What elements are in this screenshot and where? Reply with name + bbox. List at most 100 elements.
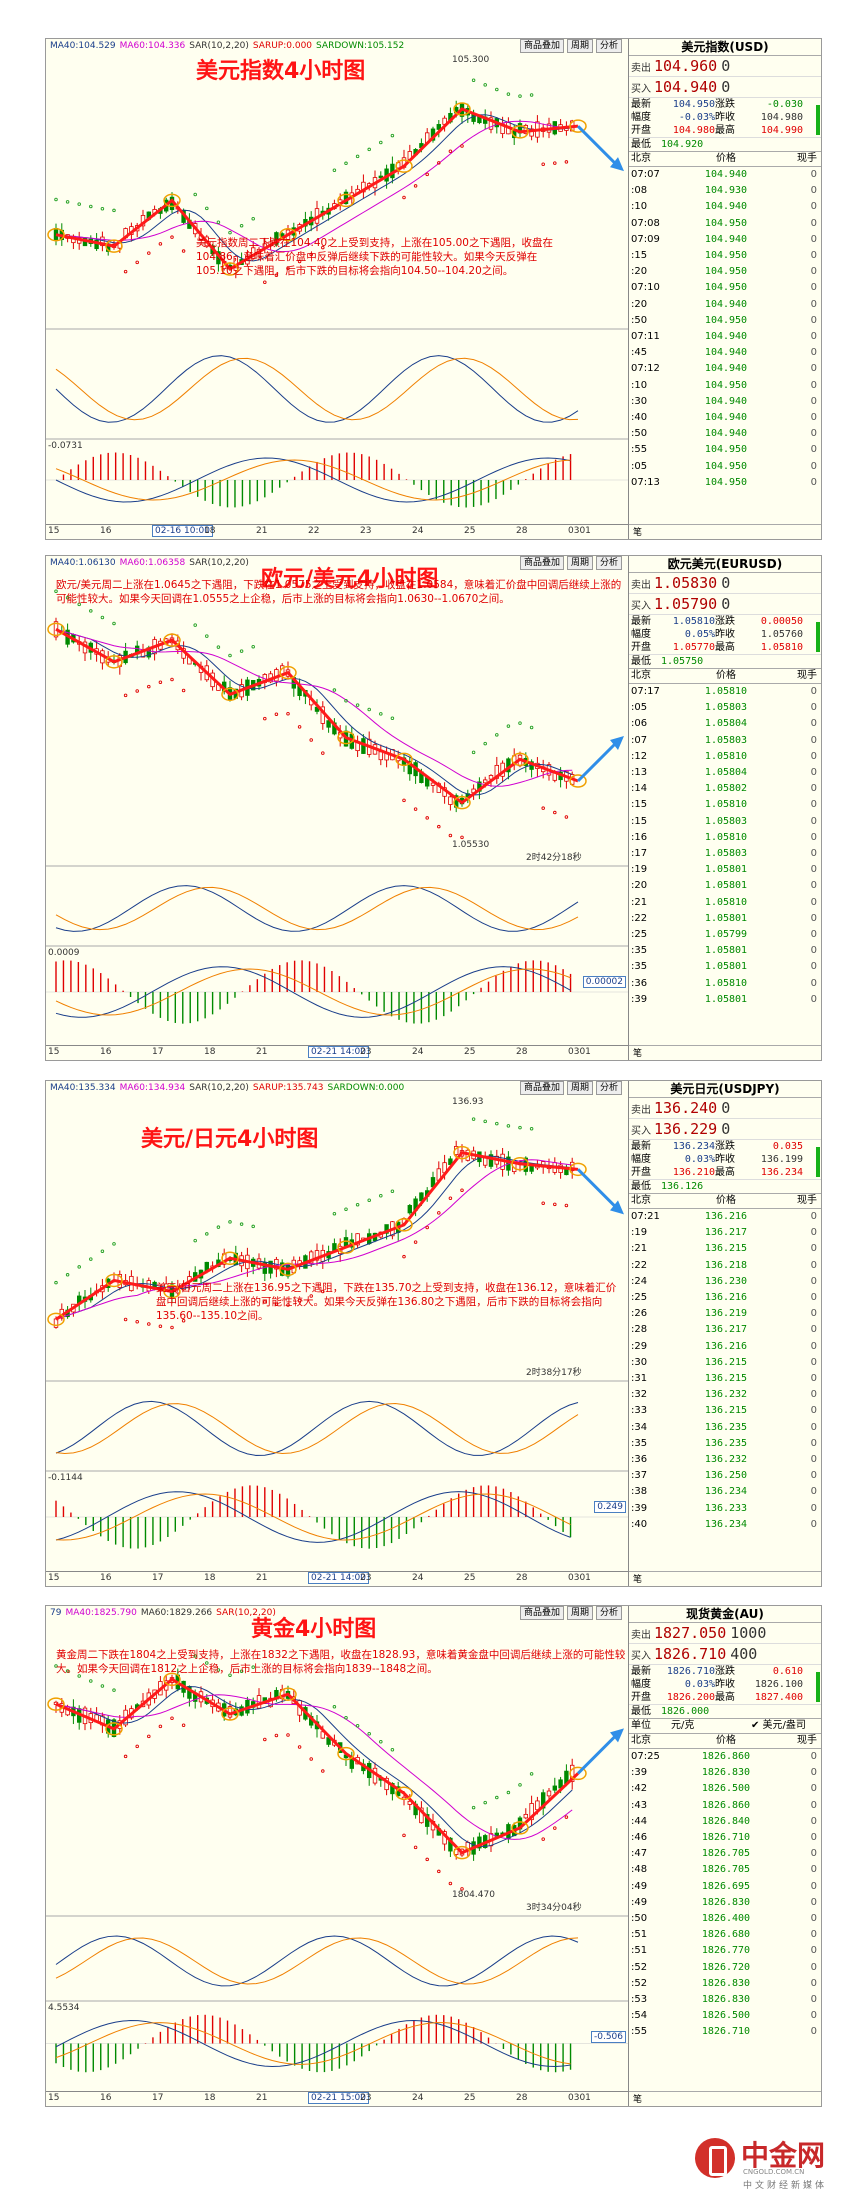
tick-time: :15 bbox=[631, 799, 648, 811]
sar-dot bbox=[309, 1294, 313, 1298]
stat-cell: 1826.100 bbox=[754, 1679, 803, 1690]
tick-volume: 0 bbox=[810, 767, 817, 779]
tick-row: :42 1826.500 0 bbox=[629, 1781, 821, 1797]
tick-volume: 0 bbox=[810, 961, 817, 973]
toolbar-button[interactable]: 周期 bbox=[566, 1606, 593, 1620]
chart-svg bbox=[46, 78, 628, 508]
low-row: 最低 1826.000 bbox=[629, 1705, 821, 1719]
oscillator-d bbox=[55, 886, 579, 931]
scrollbar-thumb[interactable] bbox=[816, 1147, 820, 1177]
sar-dot bbox=[495, 87, 499, 92]
scrollbar-thumb[interactable] bbox=[816, 1672, 820, 1702]
axis-tick-label: 17 bbox=[152, 1047, 164, 1057]
toolbar-button[interactable]: 周期 bbox=[566, 556, 593, 570]
sell-label: 卖出 bbox=[631, 580, 651, 591]
indicator-label: MA40:1825.790 bbox=[65, 1608, 137, 1618]
tick-time: :40 bbox=[631, 1518, 648, 1530]
toolbar-button[interactable]: 周期 bbox=[566, 1081, 593, 1095]
pivot-circle bbox=[163, 1284, 181, 1299]
axis-tick-label: 16 bbox=[100, 1573, 112, 1583]
toolbar-button[interactable]: 商品叠加 bbox=[519, 1081, 564, 1095]
sar-dot bbox=[123, 693, 128, 698]
toolbar-button[interactable]: 分析 bbox=[595, 556, 622, 570]
tick-volume: 0 bbox=[810, 1961, 817, 1973]
sar-dot bbox=[367, 707, 371, 712]
toolbar-button[interactable]: 商品叠加 bbox=[519, 39, 564, 53]
tick-row: :16 1.05810 0 bbox=[629, 830, 821, 846]
ticks-header-cell: 北京 bbox=[631, 1195, 651, 1206]
ticks-header-cell: 现手 bbox=[797, 1735, 817, 1746]
tick-time: :49 bbox=[631, 1880, 648, 1892]
ticks-header-cell: 北京 bbox=[631, 670, 651, 681]
sar-dot bbox=[553, 1202, 557, 1207]
tick-row: :10 104.950 0 bbox=[629, 378, 821, 394]
sar-dot bbox=[355, 1723, 360, 1728]
tick-time: :08 bbox=[631, 185, 648, 197]
toolbar-button[interactable]: 商品叠加 bbox=[519, 556, 564, 570]
tick-row: :32 136.232 0 bbox=[629, 1387, 821, 1403]
oscillator-k bbox=[55, 885, 579, 932]
tick-volume: 0 bbox=[810, 1913, 817, 1925]
tick-volume: 0 bbox=[810, 1211, 817, 1222]
sar-dot bbox=[390, 133, 395, 138]
tick-price: 1826.695 bbox=[701, 1880, 751, 1892]
toolbar-button[interactable]: 分析 bbox=[595, 1081, 622, 1095]
sell-suffix: 1000 bbox=[730, 1624, 767, 1642]
pivot-circle bbox=[395, 1218, 413, 1232]
tick-row: :52 1826.720 0 bbox=[629, 1960, 821, 1976]
tick-row: :40 136.234 0 bbox=[629, 1517, 821, 1533]
toolbar-button[interactable]: 商品叠加 bbox=[519, 1606, 564, 1620]
candle-body bbox=[523, 1813, 528, 1819]
sar-dot bbox=[89, 609, 93, 613]
toolbar-button[interactable]: 分析 bbox=[595, 39, 622, 53]
toolbar-button[interactable]: 分析 bbox=[595, 1606, 622, 1620]
sar-dot bbox=[564, 1203, 569, 1208]
low-value: 1826.000 bbox=[661, 1706, 710, 1717]
stat-cell: 136.234 bbox=[672, 1141, 715, 1152]
tick-row: :26 136.219 0 bbox=[629, 1306, 821, 1322]
unit-option[interactable]: ✔ 美元/盎司 bbox=[751, 1720, 806, 1731]
sar-dot bbox=[263, 1737, 267, 1742]
tick-time: :39 bbox=[631, 1767, 648, 1779]
chart-area[interactable]: 79 MA40:1825.790 MA60:1829.266 SAR(10,2,20)… bbox=[46, 1606, 629, 2106]
axis-tick-label: 21 bbox=[256, 1047, 268, 1057]
chart-area[interactable]: MA40:135.334 MA60:134.934 SAR(10,2,20) SARU… bbox=[46, 1081, 629, 1586]
tick-volume: 0 bbox=[810, 1470, 817, 1482]
tick-row: :50 1826.400 0 bbox=[629, 1911, 821, 1927]
tick-price: 104.940 bbox=[704, 201, 748, 213]
stat-cell: 136.234 bbox=[760, 1167, 803, 1178]
tick-time: :21 bbox=[631, 896, 648, 908]
sar-dot bbox=[77, 202, 81, 206]
sar-dot bbox=[448, 149, 453, 154]
sar-dot bbox=[286, 266, 290, 271]
sar-dot bbox=[437, 161, 441, 165]
tick-row: 07:10 104.950 0 bbox=[629, 280, 821, 296]
tick-volume: 0 bbox=[810, 1275, 817, 1287]
unit-option[interactable]: 元/克 bbox=[671, 1720, 695, 1731]
sar-dot bbox=[100, 1684, 105, 1688]
axis-tick-label: 0301 bbox=[568, 1047, 591, 1057]
tick-volume: 0 bbox=[810, 1308, 817, 1320]
chart-area[interactable]: MA40:104.529 MA60:104.336 SAR(10,2,20) SARU… bbox=[46, 39, 629, 539]
oscillator-k bbox=[55, 355, 579, 423]
unit-option[interactable]: 单位 bbox=[631, 1720, 651, 1731]
tick-time: :39 bbox=[631, 993, 648, 1005]
scrollbar-thumb[interactable] bbox=[816, 105, 820, 135]
forecast-arrow bbox=[576, 1732, 620, 1775]
sar-dot bbox=[147, 1322, 151, 1326]
sar-dot bbox=[495, 1121, 499, 1126]
quote-footer: 笔 bbox=[629, 524, 821, 539]
axis-tick-label: 24 bbox=[412, 1573, 424, 1583]
tick-time: 07:08 bbox=[631, 217, 660, 229]
tick-volume: 0 bbox=[810, 783, 817, 795]
chart-area[interactable]: MA40:1.06130 MA60:1.06358 SAR(10,2,20) 商品叠加… bbox=[46, 556, 629, 1060]
scrollbar-thumb[interactable] bbox=[816, 622, 820, 652]
sar-dot bbox=[170, 677, 174, 682]
tick-price: 136.217 bbox=[704, 1324, 748, 1336]
sar-dot bbox=[553, 1826, 557, 1830]
buy-price-row: 买入 1826.710 400 bbox=[629, 1644, 821, 1665]
toolbar-button[interactable]: 周期 bbox=[566, 39, 593, 53]
sar-dot bbox=[123, 1317, 128, 1322]
macd-dea bbox=[55, 1493, 571, 1541]
tick-price: 104.950 bbox=[704, 250, 748, 262]
